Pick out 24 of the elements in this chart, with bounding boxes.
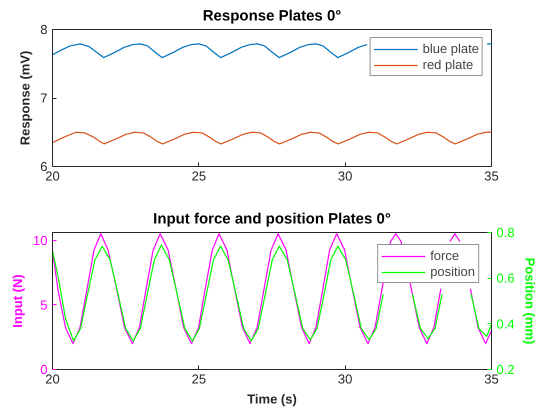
y-tick-label: 10 xyxy=(33,232,48,248)
y-tick-label: 5 xyxy=(40,297,48,312)
x-tick-label: 35 xyxy=(484,168,499,184)
y-axis-title: Response (mV) xyxy=(17,50,32,146)
x-tick-label: 30 xyxy=(338,372,352,386)
legend-label: position xyxy=(430,264,475,279)
y-axis-title: Input (N) xyxy=(10,274,26,328)
chart-title: Input force and position Plates 0° xyxy=(153,210,391,228)
legend-label: red plate xyxy=(422,57,474,72)
x-axis-title: Time (s) xyxy=(247,392,297,406)
y-tick-label: 7 xyxy=(40,90,48,106)
x-tick-label: 30 xyxy=(338,168,352,184)
legend-label: blue plate xyxy=(422,41,479,56)
y2-tick-label: 0.4 xyxy=(496,316,515,332)
legend-label: force xyxy=(430,248,460,263)
y-tick-label: 8 xyxy=(40,22,48,37)
x-tick-label: 25 xyxy=(192,168,206,184)
y2-tick-label: 0.8 xyxy=(496,225,515,240)
line-series xyxy=(52,132,492,144)
y2-tick-label: 0.2 xyxy=(496,362,515,377)
y2-axis-title: Position (mm) xyxy=(522,258,538,344)
x-tick-label: 25 xyxy=(192,372,206,386)
y2-tick-label: 0.6 xyxy=(496,270,515,286)
chart-title: Response Plates 0° xyxy=(202,8,342,24)
